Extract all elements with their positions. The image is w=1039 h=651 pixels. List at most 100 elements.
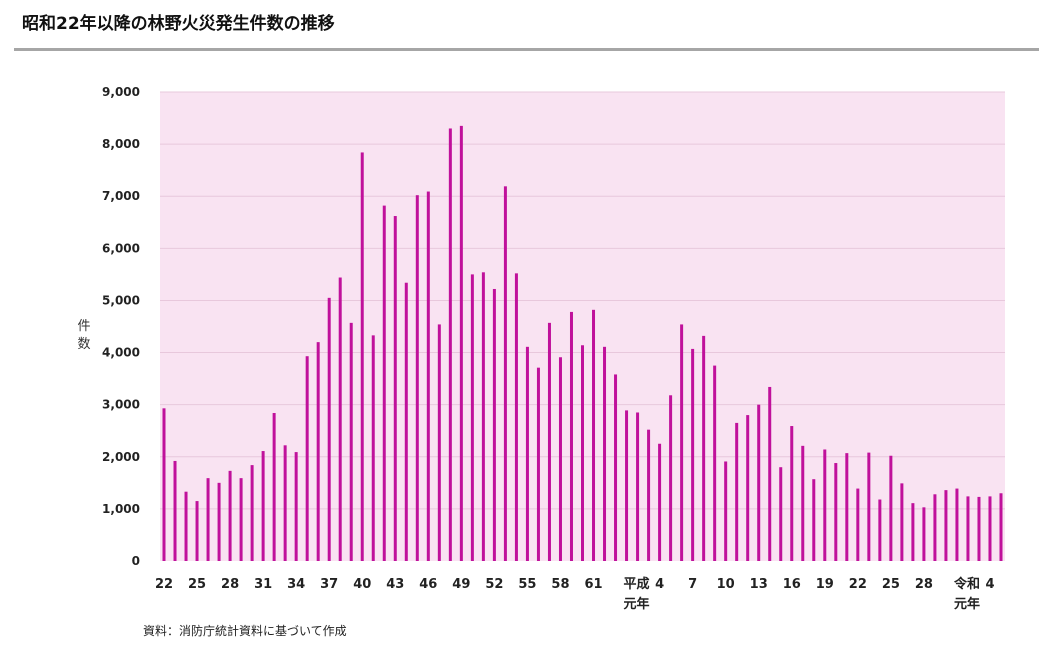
bar xyxy=(856,488,860,561)
bar xyxy=(790,426,794,561)
bar xyxy=(823,449,827,561)
y-tick-label: 3,000 xyxy=(102,398,140,412)
source-note: 資料：消防庁統計資料に基づいて作成 xyxy=(143,624,347,638)
bar xyxy=(426,191,430,561)
bar xyxy=(801,445,805,561)
bar xyxy=(966,496,970,561)
bar xyxy=(261,451,265,561)
bar xyxy=(393,216,397,561)
x-tick-label: 25 xyxy=(882,577,900,592)
y-tick-label: 9,000 xyxy=(102,85,140,99)
y-tick-label: 0 xyxy=(132,554,140,568)
bar xyxy=(647,429,651,561)
bar xyxy=(691,348,695,561)
x-tick-label: 58 xyxy=(551,577,569,592)
bar xyxy=(603,346,607,561)
x-tick-label: 4 xyxy=(655,577,664,592)
bar xyxy=(382,205,386,561)
bar xyxy=(305,356,309,561)
x-tick-label: 19 xyxy=(816,577,834,592)
bar xyxy=(757,404,761,561)
bar xyxy=(547,322,551,561)
x-tick-label: 元年 xyxy=(624,596,650,612)
y-tick-label: 6,000 xyxy=(102,241,140,255)
bar xyxy=(481,272,485,561)
x-tick-label: 40 xyxy=(353,577,371,592)
y-tick-label: 5,000 xyxy=(102,293,140,307)
bar xyxy=(922,507,926,561)
bar xyxy=(625,410,629,561)
x-tick-label: 平成 xyxy=(624,576,650,592)
x-tick-label: 13 xyxy=(750,577,768,592)
bar xyxy=(746,415,750,561)
y-tick-label: 8,000 xyxy=(102,137,140,151)
y-tick-label: 7,000 xyxy=(102,189,140,203)
bar xyxy=(404,282,408,561)
x-tick-label: 22 xyxy=(849,577,867,592)
bar xyxy=(360,152,364,561)
bar xyxy=(558,357,562,561)
x-tick-label: 49 xyxy=(452,577,470,592)
bar xyxy=(349,322,353,561)
bar xyxy=(195,501,199,561)
bar xyxy=(889,455,893,561)
y-tick-label: 1,000 xyxy=(102,502,140,516)
title-divider xyxy=(14,48,1039,51)
bar xyxy=(448,128,452,561)
page-title: 昭和22年以降の林野火災発生件数の推移 xyxy=(22,14,335,34)
bar xyxy=(162,408,166,561)
x-tick-label: 46 xyxy=(419,577,437,592)
bar xyxy=(999,493,1003,561)
bar xyxy=(459,125,463,561)
bar xyxy=(503,186,507,561)
x-tick-label: 25 xyxy=(188,577,206,592)
bar xyxy=(217,482,221,561)
bar xyxy=(977,496,981,561)
x-tick-label: 10 xyxy=(717,577,735,592)
bar xyxy=(371,335,375,561)
bar xyxy=(581,345,584,561)
x-tick-label: 28 xyxy=(221,577,239,592)
bar xyxy=(900,483,904,561)
bar xyxy=(713,365,717,561)
x-tick-label: 令和 xyxy=(954,576,980,592)
x-tick-label: 52 xyxy=(485,577,503,592)
bar xyxy=(768,386,772,561)
x-tick-label: 22 xyxy=(155,577,173,592)
x-tick-label: 31 xyxy=(254,577,272,592)
bar xyxy=(206,478,210,561)
bar xyxy=(272,413,276,561)
bar xyxy=(933,494,937,561)
bar xyxy=(779,467,783,561)
bar xyxy=(338,277,342,561)
bar xyxy=(536,367,540,561)
bar xyxy=(327,297,331,561)
bar xyxy=(173,460,177,561)
bar xyxy=(514,273,518,561)
bar xyxy=(437,324,441,561)
bar xyxy=(184,491,188,561)
x-tick-label: 61 xyxy=(584,577,602,592)
bar xyxy=(988,496,992,561)
bar xyxy=(702,335,706,561)
bar xyxy=(228,470,232,561)
y-axis-label: 件数 xyxy=(77,319,90,352)
x-tick-label: 4 xyxy=(985,577,994,592)
bar xyxy=(470,274,474,561)
bar xyxy=(680,324,684,561)
bar xyxy=(845,453,849,561)
bar xyxy=(867,452,871,561)
x-tick-label: 34 xyxy=(287,577,305,592)
x-tick-label: 55 xyxy=(518,577,536,592)
x-tick-label: 7 xyxy=(688,577,697,592)
bar xyxy=(735,422,739,561)
x-tick-label: 元年 xyxy=(954,596,980,612)
bar xyxy=(592,309,596,561)
bar xyxy=(834,463,838,561)
bar xyxy=(636,412,640,561)
bar xyxy=(658,443,662,561)
y-tick-label: 2,000 xyxy=(102,450,140,464)
bar xyxy=(415,195,419,561)
bar xyxy=(614,374,618,561)
